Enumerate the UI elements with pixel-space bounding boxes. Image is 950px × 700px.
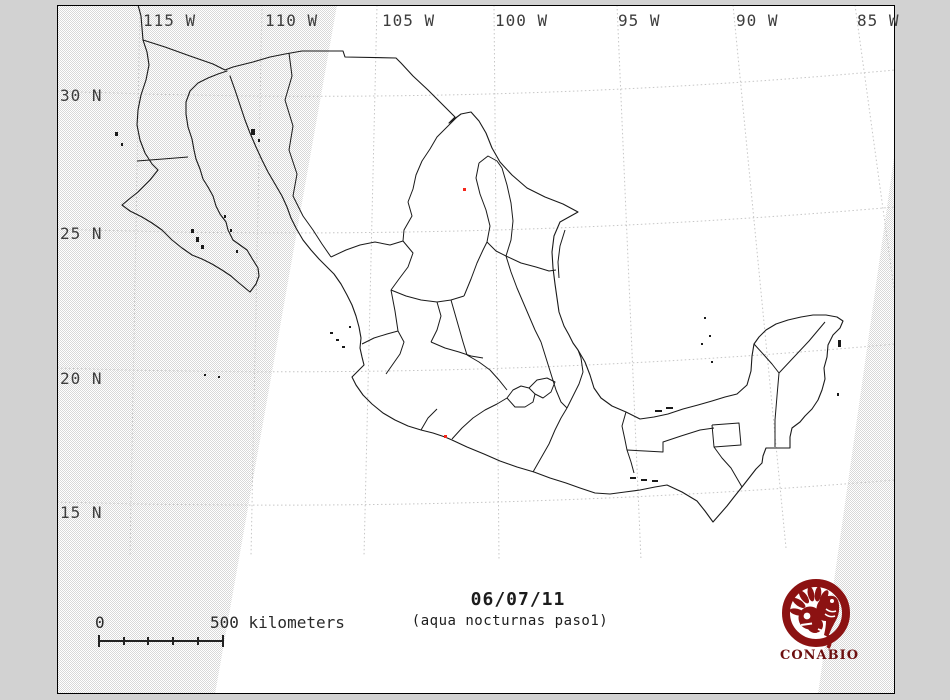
us-california-coast [137, 5, 144, 41]
scale-zero-label: 0 [95, 613, 105, 632]
grid-label-90w: 90 W [736, 11, 779, 30]
mainland-coastline [142, 39, 844, 523]
grid-label-105w: 105 W [382, 11, 436, 30]
grid-label-15n: 15 N [60, 503, 103, 522]
grid-label-115w: 115 W [143, 11, 197, 30]
grid-label-85w: 85 W [857, 11, 900, 30]
parallel-30n [57, 69, 895, 97]
map-frame [57, 5, 895, 694]
scale-distance-label: 500 kilometers [210, 613, 345, 632]
fire-hotspot [444, 435, 447, 438]
islands-layer [115, 129, 841, 482]
logo-tail [826, 634, 832, 649]
meridian-85w [854, 5, 895, 300]
grid-label-20n: 20 N [60, 369, 103, 388]
meridian-100w [493, 5, 500, 561]
grid-label-25n: 25 N [60, 224, 103, 243]
satellite-swath-mask [57, 5, 895, 694]
map-subtitle: (aqua nocturnas paso1) [411, 613, 609, 629]
country-outline-layer [121, 5, 844, 523]
map-date: 06/07/11 [470, 589, 566, 610]
parallel-20n [57, 343, 895, 373]
graticule [57, 5, 895, 561]
grid-label-30n: 30 N [60, 86, 103, 105]
state-boundaries-layer [136, 52, 826, 488]
grid-label-95w: 95 W [618, 11, 661, 30]
meridian-90w [732, 5, 787, 549]
baja-california-coastline [121, 39, 260, 293]
grid-label-110w: 110 W [265, 11, 319, 30]
meridian-95w [616, 5, 642, 561]
parallel-15n [57, 479, 895, 506]
parallel-25n [57, 206, 895, 234]
logo-eye [803, 612, 811, 620]
stipple-left-region [57, 5, 337, 694]
conabio-logo [782, 579, 850, 649]
scale-bar [98, 635, 224, 647]
grid-label-100w: 100 W [495, 11, 549, 30]
stipple-right-region [818, 150, 895, 694]
fire-hotspot [463, 188, 466, 191]
conabio-wordmark: CONABIO [780, 648, 860, 663]
